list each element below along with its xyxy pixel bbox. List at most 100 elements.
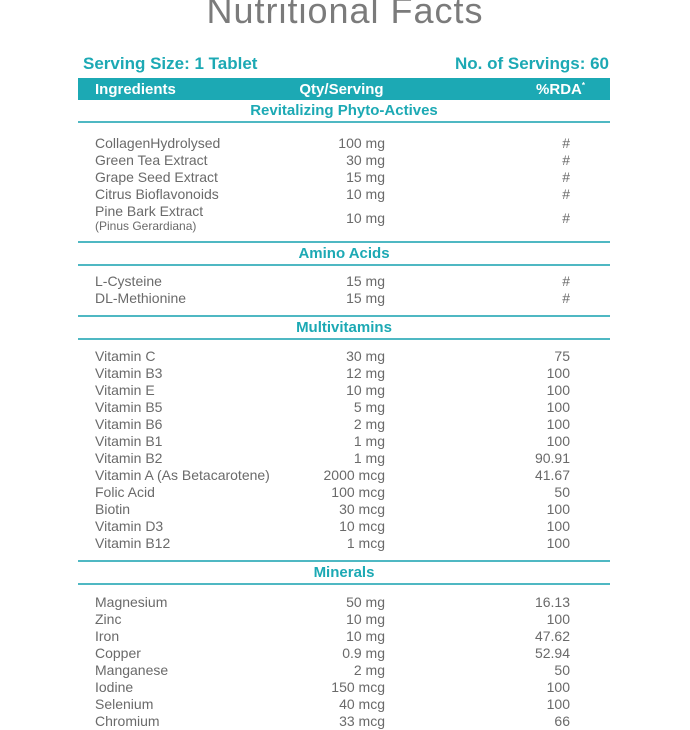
qty-value: 10 mcg	[339, 518, 385, 534]
ingredient-cell: Vitamin A (As Betacarotene)	[78, 467, 298, 484]
rda-value: 66	[554, 713, 570, 729]
ingredient-cell: Citrus Bioflavonoids	[78, 186, 298, 203]
qty-value: 1 mcg	[346, 535, 385, 551]
table-row: Folic Acid 100 mcg 50	[78, 484, 610, 501]
table-row: Vitamin B12 1 mcg 100	[78, 535, 610, 552]
rda-value: 100	[546, 416, 570, 432]
ingredient-cell: Vitamin D3	[78, 518, 298, 535]
ingredient-name: Magnesium	[95, 594, 168, 610]
section-title: Amino Acids	[78, 241, 610, 266]
ingredient-cell: Vitamin B2	[78, 450, 298, 467]
ingredient-name: Pine Bark Extract	[95, 203, 204, 219]
qty-value: 30 mg	[346, 152, 385, 168]
table-row: Selenium 40 mcg 100	[78, 696, 610, 713]
table-row: Biotin 30 mcg 100	[78, 501, 610, 518]
table-header-bar: Ingredients Qty/Serving %RDA*	[78, 78, 610, 100]
table-row: Manganese 2 mg 50	[78, 662, 610, 679]
qty-value: 15 mg	[346, 273, 385, 289]
table-row: Chromium 33 mcg 66	[78, 713, 610, 730]
rda-value: 100	[546, 611, 570, 627]
qty-value: 12 mg	[346, 365, 385, 381]
rda-asterisk: *	[581, 80, 585, 90]
ingredient-cell: Selenium	[78, 696, 298, 713]
table-section: Minerals Magnesium 50 mg 16.13 Zinc 10 m…	[78, 560, 610, 730]
qty-value: 0.9 mg	[342, 645, 385, 661]
qty-value: 2 mg	[353, 662, 385, 678]
table-row: Vitamin B6 2 mg 100	[78, 416, 610, 433]
rda-value: #	[562, 186, 570, 202]
ingredient-cell: Manganese	[78, 662, 298, 679]
rda-value: #	[562, 290, 570, 306]
rda-value: 100	[546, 399, 570, 415]
ingredient-name: Grape Seed Extract	[95, 169, 218, 185]
ingredient-cell: CollagenHydrolysed	[78, 135, 298, 152]
column-header-ingredients: Ingredients	[95, 80, 176, 98]
table-body: Revitalizing Phyto-Actives CollagenHydro…	[78, 100, 610, 730]
servings-count-label: No. of Servings: 60	[455, 54, 609, 73]
qty-value: 30 mcg	[339, 501, 385, 517]
ingredient-name: Zinc	[95, 611, 122, 627]
column-header-rda: %RDA*	[536, 80, 585, 98]
ingredient-cell: Vitamin B5	[78, 399, 298, 416]
ingredient-cell: Folic Acid	[78, 484, 298, 501]
ingredient-name: Vitamin B5	[95, 399, 163, 415]
ingredient-name: Copper	[95, 645, 141, 661]
ingredient-cell: Chromium	[78, 713, 298, 730]
table-row: Copper 0.9 mg 52.94	[78, 645, 610, 662]
rda-value: #	[562, 135, 570, 151]
table-row: Vitamin B1 1 mg 100	[78, 433, 610, 450]
ingredient-cell: Copper	[78, 645, 298, 662]
ingredient-name: Manganese	[95, 662, 169, 678]
ingredient-cell: Magnesium	[78, 594, 298, 611]
rda-value: 90.91	[534, 450, 570, 466]
qty-value: 10 mg	[346, 628, 385, 644]
ingredient-name: Vitamin B2	[95, 450, 163, 466]
section-rows: L-Cysteine 15 mg # DL-Methionine 15 mg #	[78, 266, 610, 315]
serving-size-label: Serving Size: 1 Tablet	[83, 54, 258, 73]
qty-value: 33 mcg	[339, 713, 385, 729]
table-row: DL-Methionine 15 mg #	[78, 290, 610, 307]
ingredient-name: Vitamin B12	[95, 535, 171, 551]
page-title: Nutritional Facts	[206, 0, 484, 31]
rda-value: 100	[546, 696, 570, 712]
rda-value: 100	[546, 433, 570, 449]
ingredient-name: L-Cysteine	[95, 273, 162, 289]
table-section: Amino Acids L-Cysteine 15 mg # DL-Methio…	[78, 241, 610, 315]
rda-value: 16.13	[534, 594, 570, 610]
qty-value: 15 mg	[346, 169, 385, 185]
ingredient-name: Vitamin B3	[95, 365, 163, 381]
rda-value: 100	[546, 365, 570, 381]
qty-value: 150 mcg	[331, 679, 385, 695]
ingredient-cell: L-Cysteine	[78, 273, 298, 290]
section-title: Minerals	[78, 560, 610, 585]
ingredient-subname: (Pinus Gerardiana)	[95, 219, 197, 233]
nutrition-table: Serving Size: 1 Tablet No. of Servings: …	[78, 54, 610, 730]
ingredient-cell: Grape Seed Extract	[78, 169, 298, 186]
ingredient-name: Vitamin B1	[95, 433, 163, 449]
ingredient-name: Vitamin B6	[95, 416, 163, 432]
ingredient-name: CollagenHydrolysed	[95, 135, 221, 151]
rda-value: 100	[546, 382, 570, 398]
section-rows: Magnesium 50 mg 16.13 Zinc 10 mg 100 Iro…	[78, 585, 610, 730]
table-row: Magnesium 50 mg 16.13	[78, 594, 610, 611]
qty-value: 15 mg	[346, 290, 385, 306]
ingredient-name: DL-Methionine	[95, 290, 187, 306]
ingredient-cell: Zinc	[78, 611, 298, 628]
rda-value: 50	[554, 662, 570, 678]
ingredient-name: Biotin	[95, 501, 131, 517]
rda-value: #	[562, 273, 570, 289]
table-section: Revitalizing Phyto-Actives CollagenHydro…	[78, 100, 610, 241]
section-rows: Vitamin C 30 mg 75 Vitamin B3 12 mg 100 …	[78, 340, 610, 560]
ingredient-name: Folic Acid	[95, 484, 155, 500]
rda-value: 100	[546, 518, 570, 534]
serving-info: Serving Size: 1 Tablet No. of Servings: …	[78, 54, 610, 74]
ingredient-cell: Vitamin B3	[78, 365, 298, 382]
table-row: Vitamin B3 12 mg 100	[78, 365, 610, 382]
rda-value: 41.67	[534, 467, 570, 483]
ingredient-cell: Pine Bark Extract (Pinus Gerardiana)	[78, 203, 298, 233]
ingredient-name: Selenium	[95, 696, 154, 712]
qty-value: 10 mg	[346, 382, 385, 398]
qty-value: 50 mg	[346, 594, 385, 610]
table-row: Pine Bark Extract (Pinus Gerardiana) 10 …	[78, 203, 610, 233]
qty-value: 10 mg	[346, 611, 385, 627]
